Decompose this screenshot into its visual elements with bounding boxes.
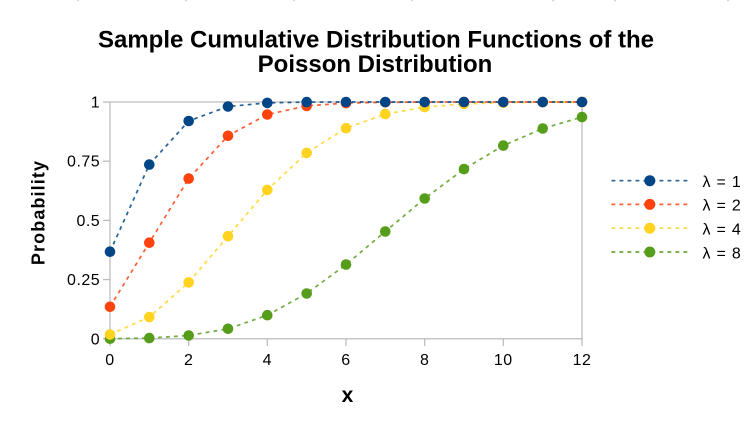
svg-text:1: 1 bbox=[91, 95, 100, 112]
svg-text:λ = 8: λ = 8 bbox=[703, 245, 742, 262]
svg-text:Poisson Distribution: Poisson Distribution bbox=[258, 51, 493, 78]
svg-text:0.75: 0.75 bbox=[67, 154, 100, 171]
svg-text:0.5: 0.5 bbox=[76, 213, 100, 230]
svg-text:2: 2 bbox=[184, 352, 193, 369]
svg-text:4: 4 bbox=[263, 352, 272, 369]
svg-text:8: 8 bbox=[420, 352, 429, 369]
svg-text:0.25: 0.25 bbox=[67, 272, 100, 289]
svg-text:12: 12 bbox=[573, 352, 592, 369]
svg-text:Sample Cumulative Distribution: Sample Cumulative Distribution Functions… bbox=[98, 27, 654, 54]
svg-text:λ = 4: λ = 4 bbox=[703, 222, 742, 239]
svg-text:10: 10 bbox=[494, 352, 513, 369]
svg-text:Probability: Probability bbox=[29, 160, 49, 265]
svg-text:λ = 2: λ = 2 bbox=[703, 198, 742, 215]
svg-text:6: 6 bbox=[341, 352, 350, 369]
svg-text:0: 0 bbox=[91, 331, 100, 348]
svg-text:x: x bbox=[342, 384, 354, 407]
svg-text:0: 0 bbox=[105, 352, 114, 369]
svg-text:λ = 1: λ = 1 bbox=[703, 174, 742, 191]
